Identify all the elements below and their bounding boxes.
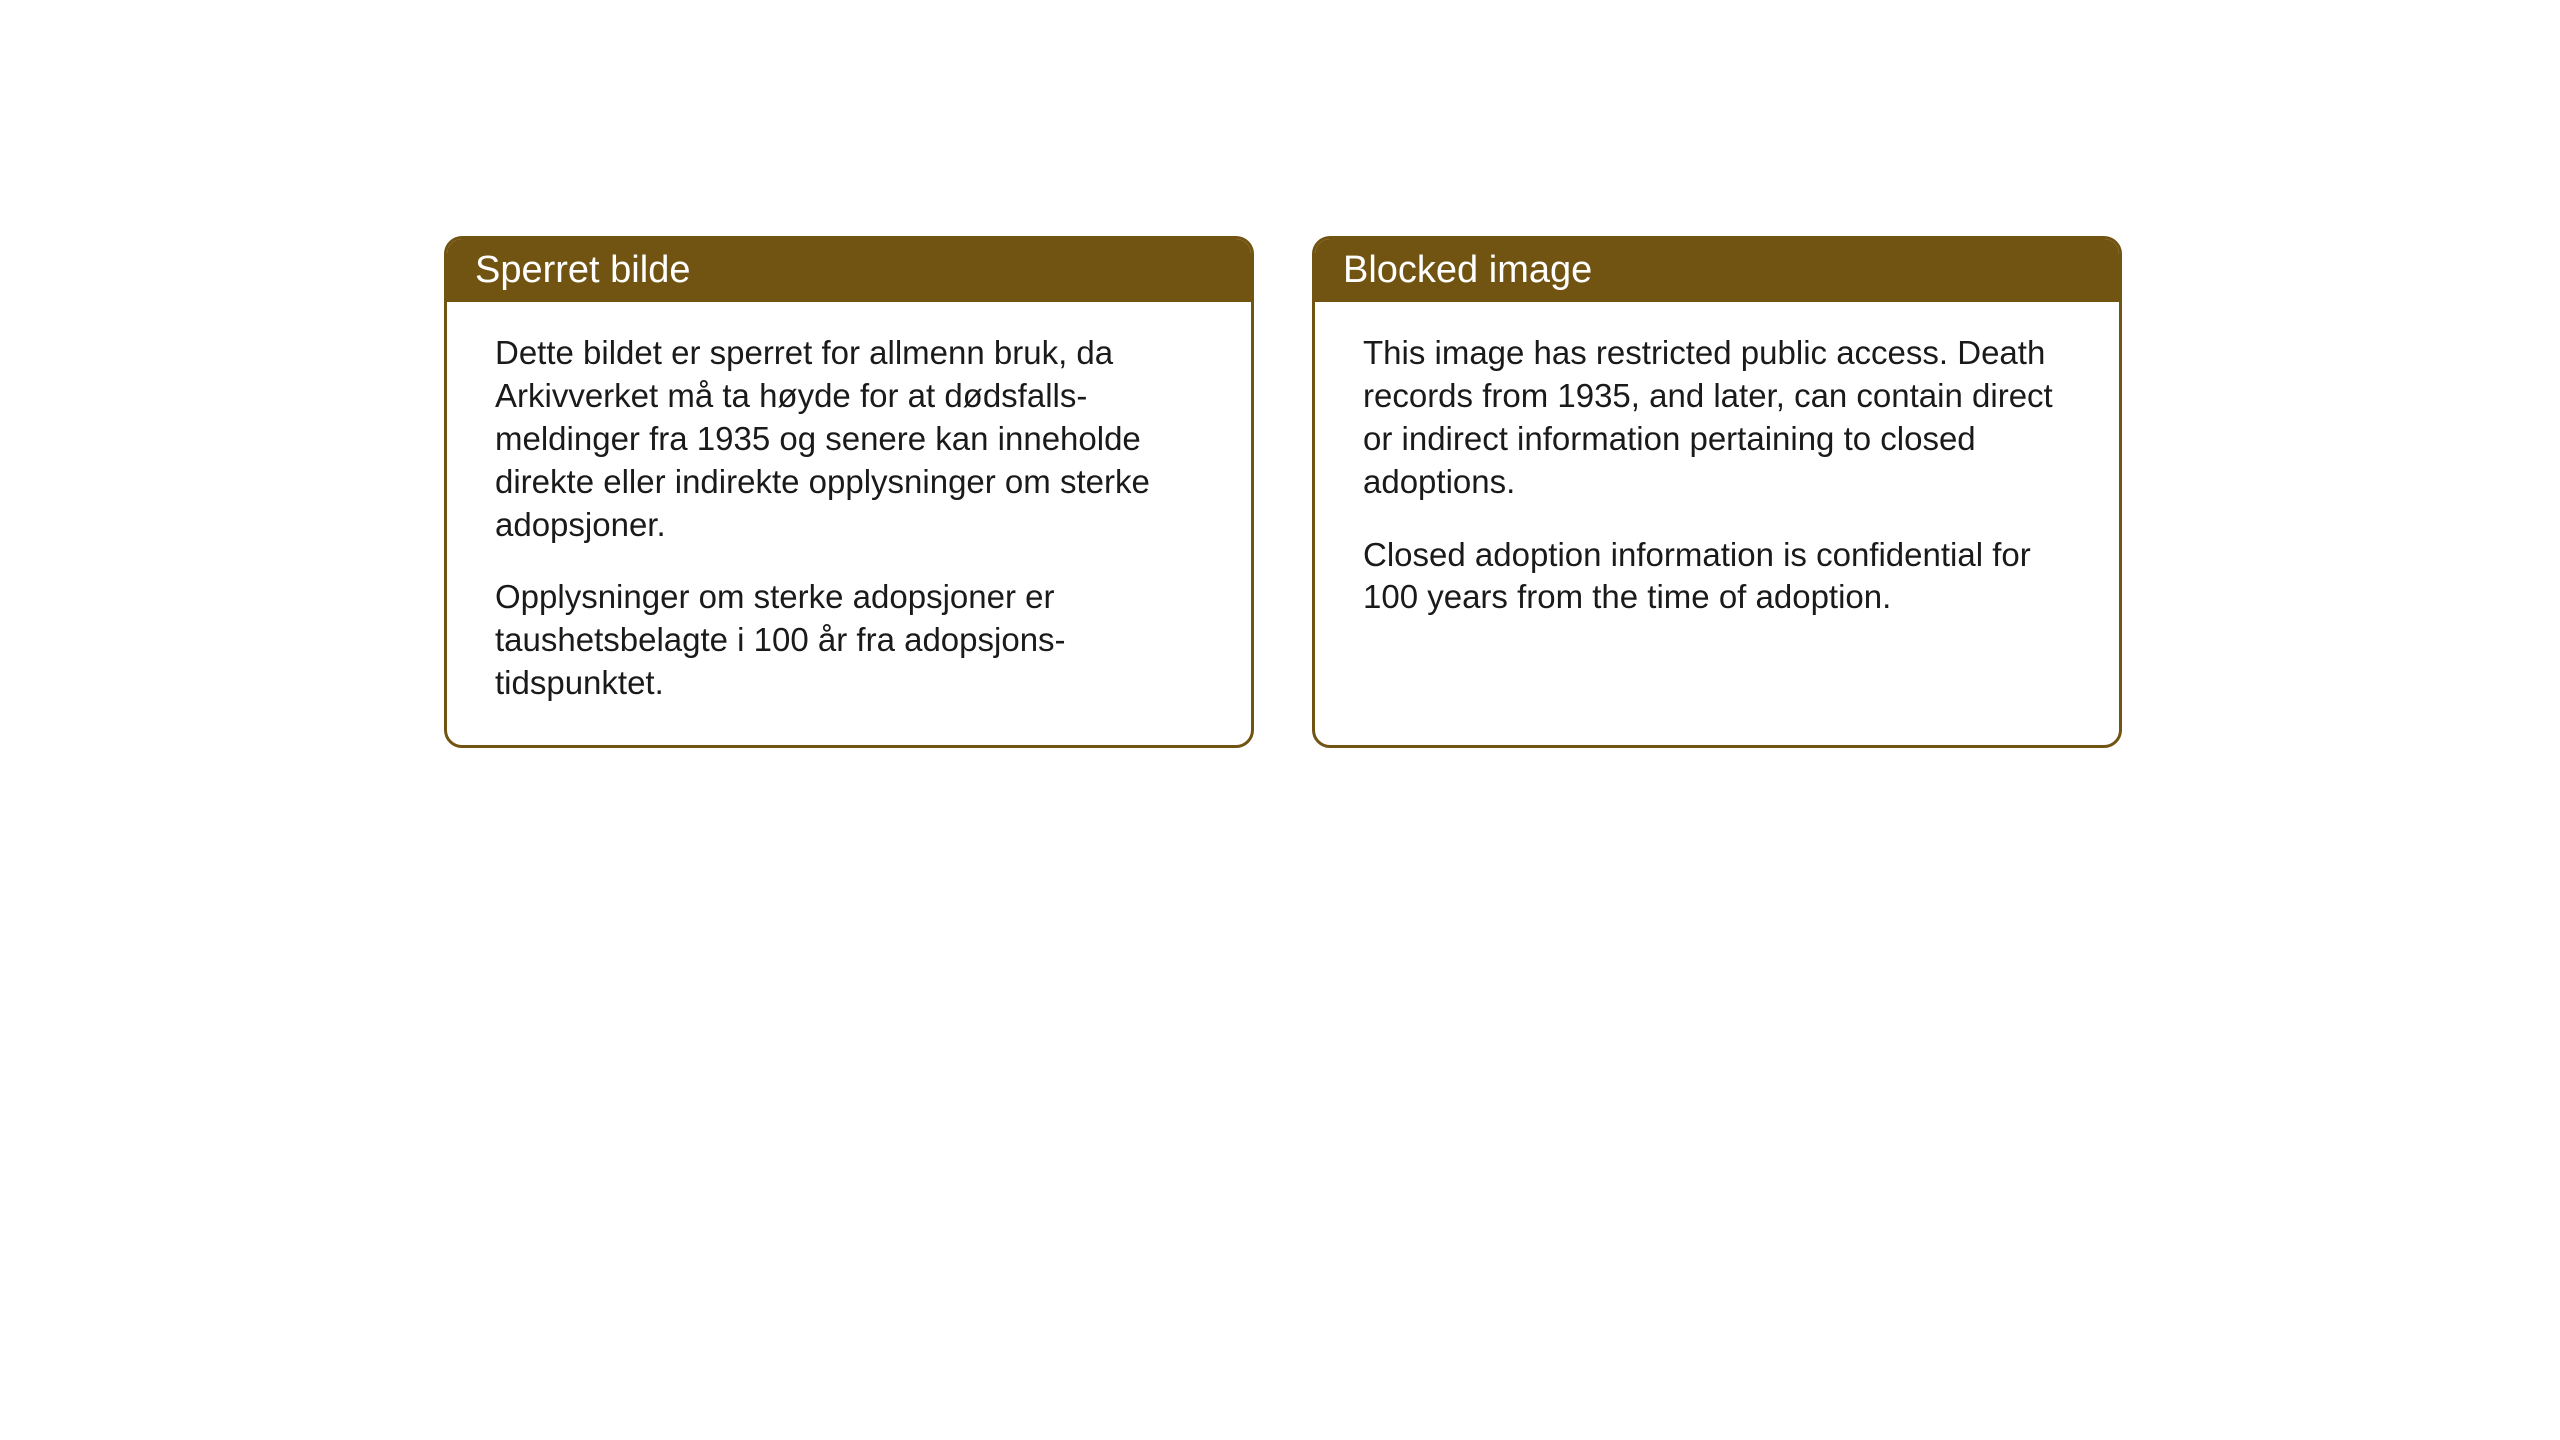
info-boxes-container: Sperret bilde Dette bildet er sperret fo… — [444, 236, 2122, 748]
info-text-english-p1: This image has restricted public access.… — [1363, 332, 2071, 504]
info-text-norwegian-p2: Opplysninger om sterke adopsjoner er tau… — [495, 576, 1203, 705]
info-box-norwegian: Sperret bilde Dette bildet er sperret fo… — [444, 236, 1254, 748]
info-text-english-p2: Closed adoption information is confident… — [1363, 534, 2071, 620]
info-box-body-norwegian: Dette bildet er sperret for allmenn bruk… — [447, 302, 1251, 745]
info-box-header-english: Blocked image — [1315, 239, 2119, 302]
info-box-english: Blocked image This image has restricted … — [1312, 236, 2122, 748]
info-box-body-english: This image has restricted public access.… — [1315, 302, 2119, 659]
info-text-norwegian-p1: Dette bildet er sperret for allmenn bruk… — [495, 332, 1203, 546]
info-box-header-norwegian: Sperret bilde — [447, 239, 1251, 302]
